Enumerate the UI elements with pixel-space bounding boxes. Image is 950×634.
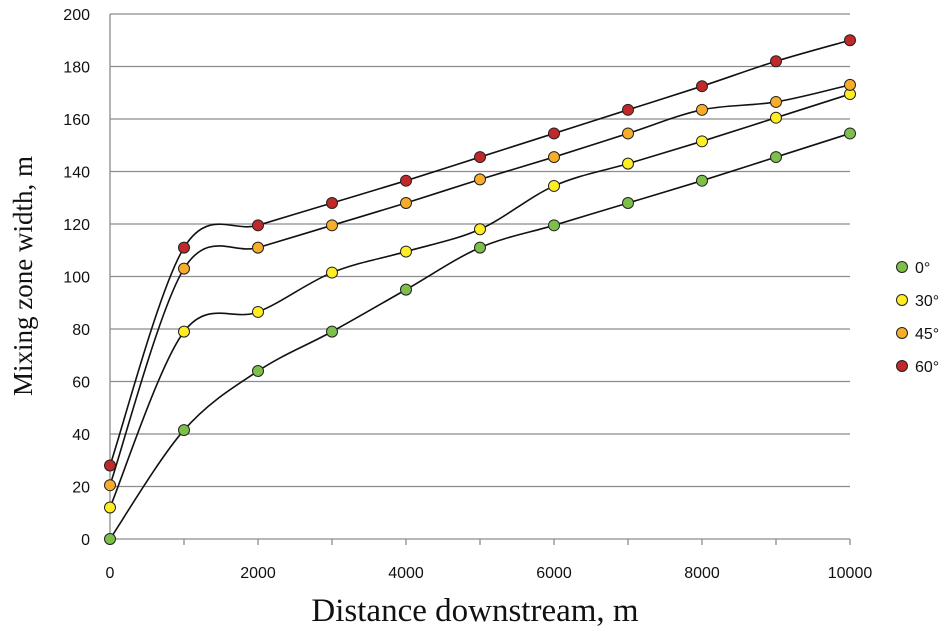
y-tick-label: 180 [63,60,90,77]
data-point [400,174,412,187]
data-point [770,55,782,68]
legend: 0° 30° 45° 60° [896,260,939,376]
trend-curve-3 [109,39,851,466]
x-tick-label: 10000 [828,565,873,582]
data-point [622,157,634,170]
data-point [104,501,116,514]
data-point [326,219,338,232]
data-point [252,305,264,318]
y-tick-label: 160 [63,112,90,129]
x-tick-label: 2000 [240,565,276,582]
data-point [696,174,708,187]
y-tick-label: 100 [63,270,90,287]
data-point [548,219,560,232]
y-tick-label: 20 [72,480,90,497]
y-tick-label: 60 [72,375,90,392]
legend-label: 45° [915,326,939,343]
trend-curve-0 [109,132,851,540]
data-points [104,34,856,545]
data-point [844,34,856,47]
legend-label: 60° [915,359,939,376]
data-point [178,325,190,338]
data-point [104,533,116,545]
data-point [252,219,264,232]
y-tick-label: 80 [72,322,90,339]
data-point [400,245,412,258]
data-point [770,111,782,124]
x-tick-label: 8000 [684,565,720,582]
data-point [178,424,190,437]
data-point [104,479,116,492]
x-axis-title: Distance downstream, m [311,593,638,629]
legend-label: 0° [915,260,930,277]
data-point [844,78,856,91]
data-point [696,135,708,148]
data-point [622,127,634,140]
x-tick-label: 6000 [536,565,572,582]
data-point [696,80,708,93]
y-tick-label: 0 [81,532,90,549]
data-point [326,325,338,338]
y-tick-label: 120 [63,217,90,234]
legend-marker [896,294,908,306]
data-point [104,459,116,472]
data-point [474,173,486,186]
data-point [474,223,486,236]
data-point [622,103,634,116]
data-point [326,266,338,279]
data-point [252,241,264,254]
data-point [622,197,634,209]
x-tick-label: 0 [106,565,115,582]
data-point [252,365,264,377]
data-point [400,283,412,296]
data-point [548,151,560,164]
trend-curve-2 [109,84,851,486]
y-tick-label: 140 [63,165,90,182]
data-point [770,95,782,108]
y-tick-label: 40 [72,427,90,444]
data-point [326,197,338,209]
trend-curve-1 [109,93,851,508]
data-point [844,127,856,140]
legend-marker [896,261,908,273]
data-point [548,179,560,192]
data-point [178,241,190,254]
data-point [548,127,560,140]
x-tick-label: 4000 [388,565,424,582]
legend-label: 30° [915,293,939,310]
data-point [474,241,486,254]
y-axis-title: Mixing zone width, m [8,156,38,396]
trend-curves [109,39,851,540]
data-point [474,151,486,164]
data-point [400,197,412,209]
legend-marker [896,327,908,339]
y-tick-label: 200 [63,7,90,24]
data-point [770,151,782,164]
data-point [178,262,190,275]
legend-marker [896,360,908,372]
data-point [696,103,708,116]
